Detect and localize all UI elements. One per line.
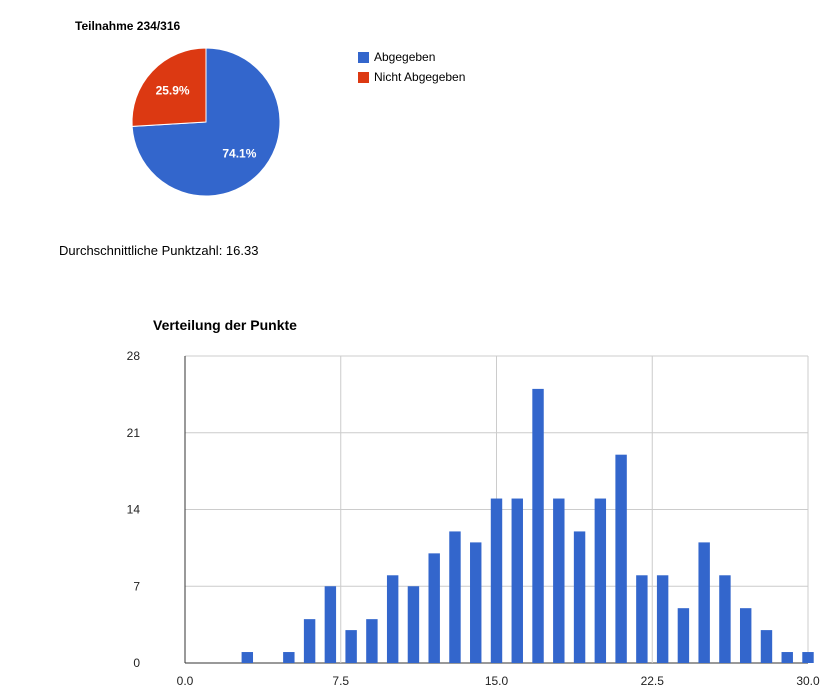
legend-label-nicht-abgegeben: Nicht Abgegeben <box>374 70 466 84</box>
x-tick-label: 30.0 <box>796 674 820 688</box>
histogram-bar <box>677 608 690 663</box>
x-tick-label: 22.5 <box>641 674 665 688</box>
legend-swatch-abgegeben <box>358 51 369 63</box>
pie-chart-title: Teilnahme 234/316 <box>75 19 181 33</box>
histogram-title: Verteilung der Punkte <box>153 317 297 333</box>
histogram-bar <box>470 542 482 663</box>
histogram-bar <box>802 652 814 663</box>
histogram-bar <box>636 575 648 663</box>
histogram-bar <box>656 575 669 663</box>
legend-label-abgegeben: Abgegeben <box>374 50 436 64</box>
histogram-bar <box>739 608 752 663</box>
histogram-bar <box>386 575 399 663</box>
y-tick-label: 0 <box>133 656 140 670</box>
y-tick-label: 14 <box>127 503 141 517</box>
y-tick-label: 28 <box>127 349 141 363</box>
histogram-bar <box>241 652 254 663</box>
pie-slice-label-nicht-abgegeben: 25.9% <box>156 84 190 98</box>
histogram-bar <box>345 630 357 663</box>
histogram-bar <box>490 498 503 663</box>
histogram-bar <box>366 619 378 663</box>
x-tick-label: 15.0 <box>485 674 509 688</box>
pie-slice-nicht-abgegeben <box>131 47 207 127</box>
histogram-bar <box>573 531 586 663</box>
histogram-bar <box>719 575 731 663</box>
histogram-bar <box>407 586 420 663</box>
pie-slice-label-abgegeben: 74.1% <box>222 146 256 160</box>
legend-item-nicht-abgegeben: Nicht Abgegeben <box>358 67 465 87</box>
legend-swatch-nicht-abgegeben <box>358 71 369 83</box>
histogram-bar <box>324 586 337 663</box>
histogram-bar <box>553 498 565 663</box>
y-tick-label: 21 <box>127 426 141 440</box>
legend-item-abgegeben: Abgegeben <box>358 47 465 67</box>
histogram-bar <box>760 630 773 663</box>
y-tick-label: 7 <box>133 579 140 593</box>
histogram-bar <box>283 652 295 663</box>
histogram-bar <box>511 498 523 663</box>
histogram-bar <box>615 454 627 663</box>
average-score-text: Durchschnittliche Punktzahl: 16.33 <box>59 243 259 258</box>
histogram-bar <box>428 553 440 663</box>
histogram-bar <box>532 388 544 663</box>
x-tick-label: 0.0 <box>177 674 194 688</box>
x-tick-label: 7.5 <box>332 674 349 688</box>
histogram-bar <box>303 619 316 663</box>
pie-legend: Abgegeben Nicht Abgegeben <box>358 47 465 87</box>
histogram-bar <box>781 652 793 663</box>
histogram-bar <box>594 498 607 663</box>
histogram-bar <box>449 531 461 663</box>
histogram-bar <box>698 542 710 663</box>
